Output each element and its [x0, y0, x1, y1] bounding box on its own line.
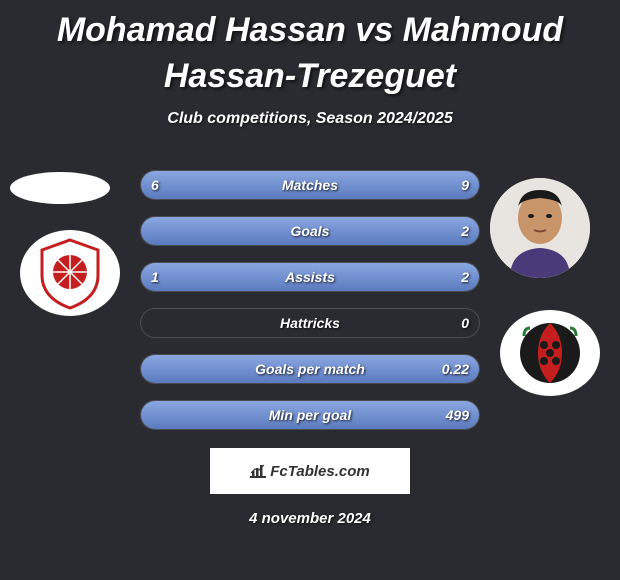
- stats-chart: 6Matches9Goals21Assists2Hattricks0Goals …: [140, 170, 480, 446]
- footer-brand-text: FcTables.com: [250, 463, 369, 480]
- bar-value-right: 0.22: [442, 361, 469, 377]
- footer-brand-box: FcTables.com: [210, 448, 410, 494]
- stat-bar: 6Matches9: [140, 170, 480, 200]
- bar-value-right: 0: [461, 315, 469, 331]
- player2-avatar: [490, 178, 590, 278]
- stat-bar: Min per goal499: [140, 400, 480, 430]
- bar-label: Matches: [141, 177, 479, 193]
- bar-value-right: 9: [461, 177, 469, 193]
- player1-avatar: [10, 172, 110, 204]
- bar-value-right: 2: [461, 269, 469, 285]
- subtitle: Club competitions, Season 2024/2025: [0, 110, 620, 128]
- club2-badge: [500, 310, 600, 396]
- date-text: 4 november 2024: [0, 510, 620, 527]
- bar-value-right: 2: [461, 223, 469, 239]
- stat-bar: Hattricks0: [140, 308, 480, 338]
- bar-label: Goals: [141, 223, 479, 239]
- bar-label: Goals per match: [141, 361, 479, 377]
- stat-bar: Goals per match0.22: [140, 354, 480, 384]
- bar-label: Assists: [141, 269, 479, 285]
- club1-badge: [20, 230, 120, 316]
- chart-icon: [250, 464, 266, 478]
- bar-label: Min per goal: [141, 407, 479, 423]
- stat-bar: Goals2: [140, 216, 480, 246]
- page-title: Mohamad Hassan vs Mahmoud Hassan-Trezegu…: [0, 0, 620, 100]
- bar-value-right: 499: [446, 407, 469, 423]
- bar-label: Hattricks: [141, 315, 479, 331]
- stat-bar: 1Assists2: [140, 262, 480, 292]
- footer-brand-label: FcTables.com: [270, 463, 369, 480]
